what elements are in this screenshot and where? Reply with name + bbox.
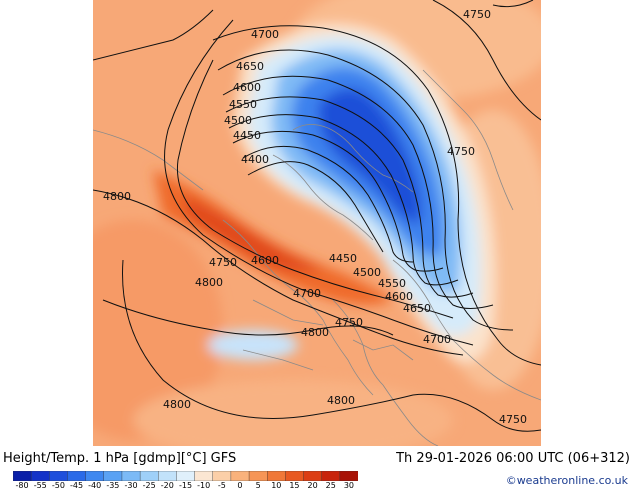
legend-tick-label: -10 bbox=[197, 481, 211, 490]
contour-label: 4450 bbox=[329, 252, 357, 265]
credit-link[interactable]: ©weatheronline.co.uk bbox=[505, 474, 628, 487]
contour-label: 4600 bbox=[251, 254, 279, 267]
map-panel: 4750 4700 4650 4600 4550 4500 4450 4400 … bbox=[93, 0, 541, 446]
legend-tick-label: -20 bbox=[160, 481, 174, 490]
legend-tick-label: -55 bbox=[33, 481, 47, 490]
legend-swatch bbox=[303, 471, 323, 481]
legend-tick-label: 25 bbox=[325, 481, 336, 490]
contour-label: 4800 bbox=[163, 398, 191, 411]
legend-tick-label: 20 bbox=[307, 481, 318, 490]
height-contours bbox=[93, 0, 541, 432]
legend-tick-label: -25 bbox=[142, 481, 156, 490]
contour-label: 4800 bbox=[301, 326, 329, 339]
legend-tick-label: -5 bbox=[217, 481, 226, 490]
contour-labels: 4750 4700 4650 4600 4550 4500 4450 4400 … bbox=[103, 8, 527, 426]
contour-label: 4600 bbox=[385, 290, 413, 303]
contour-label: 4500 bbox=[224, 114, 252, 127]
legend-swatch bbox=[176, 471, 196, 481]
legend-swatch bbox=[49, 471, 69, 481]
contour-label: 4700 bbox=[251, 28, 279, 41]
legend-tick-label: -30 bbox=[124, 481, 138, 490]
legend-tick-label: 15 bbox=[289, 481, 300, 490]
legend-swatch bbox=[30, 471, 51, 481]
temperature-field bbox=[93, 0, 541, 446]
contour-label: 4750 bbox=[463, 8, 491, 21]
valid-time: Th 29-01-2026 06:00 UTC (06+312) bbox=[396, 451, 630, 466]
contour-label: 4750 bbox=[209, 256, 237, 269]
legend-swatch bbox=[139, 471, 159, 481]
legend-swatch bbox=[285, 471, 305, 481]
contour-label: 4700 bbox=[423, 333, 451, 346]
legend-swatch bbox=[248, 471, 268, 481]
legend-tick-label: 5 bbox=[255, 481, 261, 490]
contour-label: 4700 bbox=[293, 287, 321, 300]
color-legend-ticks: -80 -55 -50 -45 -40 -35 -30 -25 -20 -15 -10 -5 0 5 10 1… bbox=[13, 481, 358, 490]
contour-label: 4750 bbox=[335, 316, 363, 329]
legend-tick-label: 10 bbox=[271, 481, 282, 490]
contour-label: 4750 bbox=[499, 413, 527, 426]
contour-label: 4800 bbox=[103, 190, 131, 203]
legend-swatch bbox=[67, 471, 87, 481]
legend-tick-label: -40 bbox=[88, 481, 102, 490]
legend-tick-label: 30 bbox=[343, 481, 354, 490]
color-legend-bar bbox=[13, 471, 358, 481]
legend-swatch bbox=[158, 471, 178, 481]
legend-swatch bbox=[85, 471, 105, 481]
contour-label: 4500 bbox=[353, 266, 381, 279]
legend-tick-label: -35 bbox=[106, 481, 120, 490]
legend-swatch bbox=[339, 471, 358, 481]
temperature-map: 4750 4700 4650 4600 4550 4500 4450 4400 … bbox=[93, 0, 541, 446]
legend-tick-label: -50 bbox=[51, 481, 65, 490]
contour-label: 4650 bbox=[403, 302, 431, 315]
contour-label: 4400 bbox=[241, 153, 269, 166]
map-title: Height/Temp. 1 hPa [gdmp][°C] GFS bbox=[3, 451, 237, 466]
contour-label: 4550 bbox=[378, 277, 406, 290]
legend-swatch bbox=[321, 471, 341, 481]
legend-tick-label: -15 bbox=[178, 481, 193, 490]
contour-label: 4450 bbox=[233, 129, 261, 142]
contour-label: 4800 bbox=[195, 276, 223, 289]
legend-tick-label: 0 bbox=[237, 481, 243, 490]
contour-label: 4800 bbox=[327, 394, 355, 407]
legend-swatch bbox=[212, 471, 232, 481]
contour-label: 4550 bbox=[229, 98, 257, 111]
legend-swatch bbox=[194, 471, 214, 481]
legend-swatch bbox=[13, 471, 32, 481]
legend-swatch bbox=[267, 471, 287, 481]
legend-tick-label: -45 bbox=[70, 481, 84, 490]
contour-label: 4650 bbox=[236, 60, 264, 73]
legend-swatch bbox=[121, 471, 141, 481]
legend-tick-label: -80 bbox=[15, 481, 29, 490]
legend-swatch bbox=[230, 471, 250, 481]
legend-swatch bbox=[103, 471, 123, 481]
contour-label: 4750 bbox=[447, 145, 475, 158]
contour-label: 4600 bbox=[233, 81, 261, 94]
